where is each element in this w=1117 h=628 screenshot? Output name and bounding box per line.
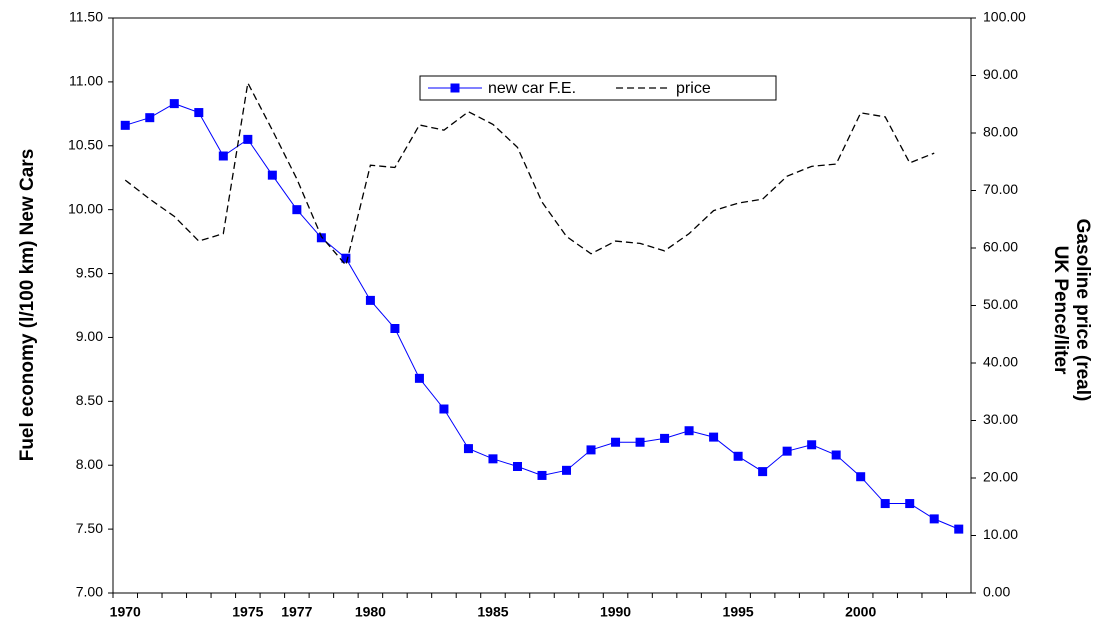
point-marker [365, 295, 375, 305]
legend-marker [450, 83, 460, 93]
point-marker [856, 472, 866, 482]
y2-tick-label: 50.00 [983, 296, 1018, 312]
point-marker [390, 324, 400, 333]
y2-axis-title: UK Pence/liter [1050, 246, 1071, 375]
point-marker [929, 514, 939, 524]
point-marker [341, 253, 351, 263]
y-tick-label: 9.50 [76, 264, 103, 280]
point-marker [831, 450, 841, 460]
y2-tick-label: 70.00 [983, 181, 1018, 197]
y-tick-label: 7.00 [76, 584, 103, 600]
y-tick-label: 11.00 [69, 73, 103, 89]
y2-tick-label: 20.00 [983, 469, 1018, 485]
y-tick-label: 10.00 [68, 200, 103, 216]
x-tick-label: 1995 [723, 604, 754, 620]
point-marker [439, 404, 449, 414]
point-marker [267, 170, 277, 180]
point-marker [218, 151, 228, 161]
x-tick-label: 2000 [845, 604, 876, 620]
y2-tick-label: 40.00 [983, 354, 1018, 370]
x-tick-label: 1970 [110, 604, 141, 620]
point-marker [880, 499, 890, 509]
point-marker [169, 99, 179, 109]
y-axis-title: Fuel economy (l/100 km) New Cars [17, 149, 38, 462]
y-tick-label: 7.50 [76, 520, 103, 536]
point-marker [782, 446, 792, 456]
point-marker [586, 445, 596, 455]
point-marker [145, 113, 155, 123]
point-marker [194, 108, 204, 118]
point-marker [807, 440, 817, 450]
legend-label: new car F.E. [488, 80, 576, 97]
point-marker [120, 120, 130, 130]
y-tick-label: 8.50 [76, 392, 103, 408]
point-marker [660, 433, 670, 443]
x-tick-label: 1990 [600, 604, 631, 620]
point-marker [954, 524, 964, 534]
x-tick-label: 1985 [477, 604, 508, 620]
legend-label: price [676, 80, 711, 97]
point-marker [905, 499, 915, 509]
point-marker [243, 134, 253, 144]
point-marker [463, 444, 473, 454]
y2-tick-label: 90.00 [983, 66, 1018, 82]
y2-axis-title: Gasoline price (real) [1072, 219, 1093, 402]
y2-tick-label: 80.00 [983, 124, 1018, 140]
y2-tick-label: 60.00 [983, 239, 1018, 255]
point-marker [316, 233, 326, 243]
point-marker [635, 437, 645, 447]
y-tick-label: 9.00 [76, 328, 103, 344]
point-marker [562, 465, 572, 475]
y2-tick-label: 30.00 [983, 411, 1018, 427]
point-marker [611, 437, 621, 447]
point-marker [292, 205, 302, 215]
y2-tick-label: 0.00 [983, 584, 1010, 600]
point-marker [537, 470, 547, 480]
y-tick-label: 10.50 [68, 136, 103, 152]
series-line [124, 80, 935, 267]
point-marker [414, 373, 424, 383]
point-marker [758, 467, 768, 477]
point-marker [684, 426, 694, 436]
y-tick-label: 11.50 [69, 9, 103, 25]
series-line [125, 103, 959, 530]
point-marker [512, 462, 522, 471]
y2-tick-label: 100.00 [983, 9, 1026, 25]
point-marker [733, 451, 743, 461]
x-tick-label: 1977 [281, 604, 312, 620]
y2-tick-label: 10.00 [983, 526, 1018, 542]
y-tick-label: 8.00 [76, 456, 103, 472]
x-tick-label: 1980 [355, 604, 386, 620]
point-marker [488, 454, 498, 464]
x-tick-label: 1975 [232, 604, 263, 620]
plot-area [112, 17, 972, 594]
point-marker [709, 432, 719, 442]
